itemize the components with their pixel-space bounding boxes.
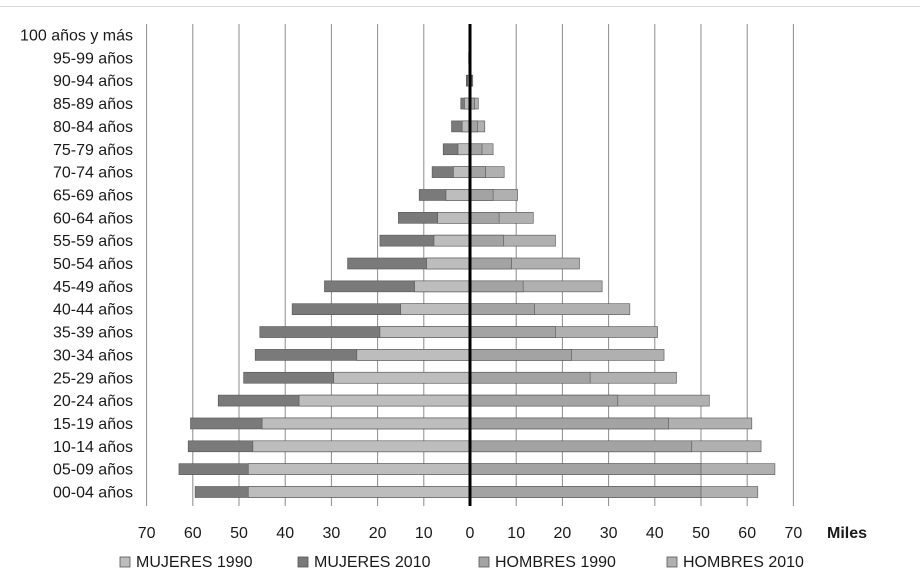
- x-tick-label: 30: [323, 525, 341, 542]
- category-label: 10-14 años: [53, 439, 133, 456]
- category-label: 75-79 años: [53, 142, 133, 159]
- bar-mujeres-1990: [446, 189, 470, 200]
- top-divider: [0, 6, 920, 7]
- x-tick-label: 20: [554, 525, 572, 542]
- bar-hombres-1990: [470, 281, 523, 292]
- bar-mujeres-1990: [253, 441, 470, 452]
- x-axis-label: Miles: [827, 525, 867, 542]
- category-label: 60-64 años: [53, 210, 133, 227]
- bar-mujeres-1990: [434, 235, 470, 246]
- category-label: 30-34 años: [53, 347, 133, 364]
- x-tick-labels: 70 60 50 40 30 20 10 0 10 20 30 40 50 60 70: [138, 525, 803, 542]
- x-tick-label: 60: [184, 525, 202, 542]
- bar-mujeres-1990: [438, 212, 470, 223]
- bar-hombres-1990: [470, 395, 618, 406]
- bar-mujeres-1990: [248, 464, 470, 475]
- category-label: 100 años y más: [20, 28, 133, 45]
- legend-label: MUJERES 2010: [314, 554, 431, 571]
- legend: MUJERES 1990 MUJERES 2010 HOMBRES 1990 HOMB…: [120, 554, 804, 571]
- legend-swatch: [298, 557, 308, 567]
- bar-mujeres-1990: [401, 304, 470, 315]
- category-label: 85-89 años: [53, 96, 133, 113]
- x-tick-label: 30: [600, 525, 618, 542]
- bars: [179, 30, 775, 498]
- bar-mujeres-1990: [415, 281, 470, 292]
- bar-mujeres-1990: [380, 327, 470, 338]
- bar-mujeres-1990: [299, 395, 470, 406]
- category-label: 05-09 años: [53, 462, 133, 479]
- legend-label: HOMBRES 1990: [495, 554, 616, 571]
- x-tick-label: 70: [138, 525, 156, 542]
- category-label: 95-99 años: [53, 50, 133, 67]
- x-tick-label: 50: [230, 525, 248, 542]
- legend-label: MUJERES 1990: [136, 554, 253, 571]
- x-tick-label: 0: [466, 525, 475, 542]
- x-tick-label: 20: [369, 525, 387, 542]
- category-label: 15-19 años: [53, 416, 133, 433]
- bar-hombres-1990: [470, 441, 692, 452]
- x-tick-label: 60: [738, 525, 756, 542]
- bar-mujeres-1990: [453, 167, 470, 178]
- bar-mujeres-1990: [262, 418, 470, 429]
- legend-label: HOMBRES 2010: [683, 554, 804, 571]
- bar-hombres-1990: [470, 372, 590, 383]
- x-tick-label: 40: [276, 525, 294, 542]
- bar-hombres-1990: [470, 235, 504, 246]
- bar-hombres-1990: [470, 464, 701, 475]
- x-tick-label: 50: [692, 525, 710, 542]
- category-label: 00-04 años: [53, 485, 133, 502]
- bar-hombres-1990: [470, 258, 512, 269]
- category-label: 20-24 años: [53, 393, 133, 410]
- x-tick-label: 70: [785, 525, 803, 542]
- bar-hombres-1990: [470, 327, 555, 338]
- category-label: 65-69 años: [53, 187, 133, 204]
- category-label: 35-39 años: [53, 325, 133, 342]
- category-label: 45-49 años: [53, 279, 133, 296]
- category-labels: 100 años y más 95-99 años 90-94 años 85-89 …: [20, 28, 133, 502]
- bar-mujeres-1990: [458, 144, 470, 155]
- x-tick-label: 40: [646, 525, 664, 542]
- bar-hombres-1990: [470, 212, 499, 223]
- bar-hombres-1990: [470, 349, 572, 360]
- category-label: 70-74 años: [53, 165, 133, 182]
- x-tick-label: 10: [507, 525, 525, 542]
- bar-mujeres-1990: [248, 487, 470, 498]
- bar-mujeres-1990: [334, 372, 470, 383]
- category-label: 55-59 años: [53, 233, 133, 250]
- category-label: 80-84 años: [53, 119, 133, 136]
- category-label: 40-44 años: [53, 302, 133, 319]
- bar-hombres-1990: [470, 167, 486, 178]
- bar-hombres-1990: [470, 144, 482, 155]
- bar-hombres-1990: [470, 304, 535, 315]
- legend-swatch: [667, 557, 677, 567]
- bar-hombres-1990: [470, 418, 669, 429]
- bar-hombres-1990: [470, 189, 493, 200]
- category-label: 25-29 años: [53, 370, 133, 387]
- legend-swatch: [120, 557, 130, 567]
- bar-mujeres-1990: [357, 349, 470, 360]
- category-label: 50-54 años: [53, 256, 133, 273]
- bar-hombres-1990: [470, 487, 701, 498]
- x-tick-label: 10: [415, 525, 433, 542]
- bar-mujeres-1990: [427, 258, 470, 269]
- legend-swatch: [479, 557, 489, 567]
- category-label: 90-94 años: [53, 73, 133, 90]
